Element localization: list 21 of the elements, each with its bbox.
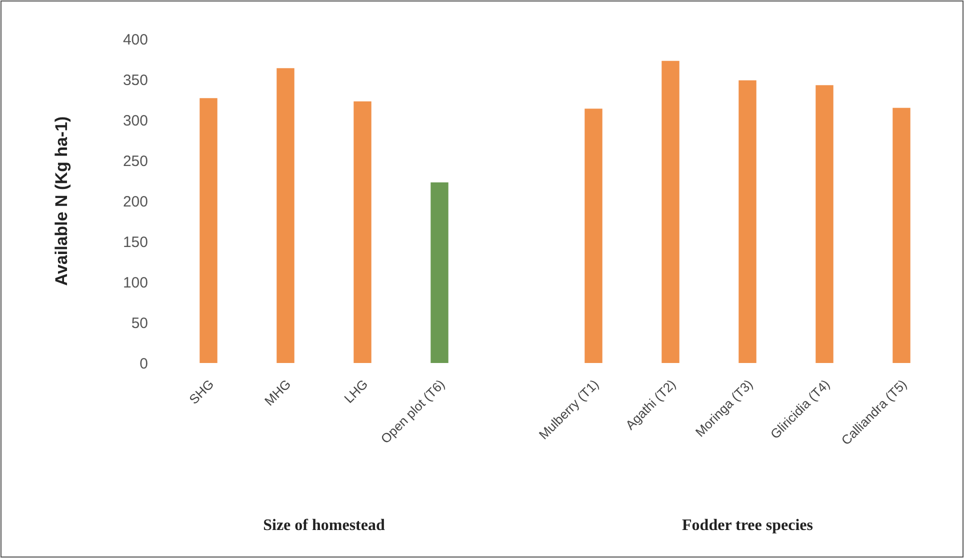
bar — [430, 182, 448, 363]
bar — [584, 108, 602, 363]
bar — [662, 60, 680, 363]
y-axis-title: Available N (Kg ha-1) — [52, 116, 71, 286]
text: Size of homestead — [263, 517, 385, 534]
y-tick-label: 400 — [122, 31, 148, 48]
bar — [892, 108, 910, 363]
text: Fodder tree species — [682, 517, 813, 534]
y-tick-label: 200 — [122, 193, 148, 210]
y-tick-label: 150 — [122, 234, 148, 251]
y-tick-label: 0 — [140, 355, 148, 372]
y-tick-label: 300 — [122, 112, 148, 130]
y-tick-label: 50 — [131, 314, 148, 332]
y-tick-label: 250 — [122, 152, 148, 170]
y-tick-label: 350 — [122, 72, 148, 89]
bar — [738, 80, 756, 363]
bar — [276, 68, 294, 363]
y-tick-label: 100 — [122, 274, 148, 292]
bar — [200, 98, 218, 363]
bar — [354, 101, 372, 363]
bar — [816, 85, 834, 363]
